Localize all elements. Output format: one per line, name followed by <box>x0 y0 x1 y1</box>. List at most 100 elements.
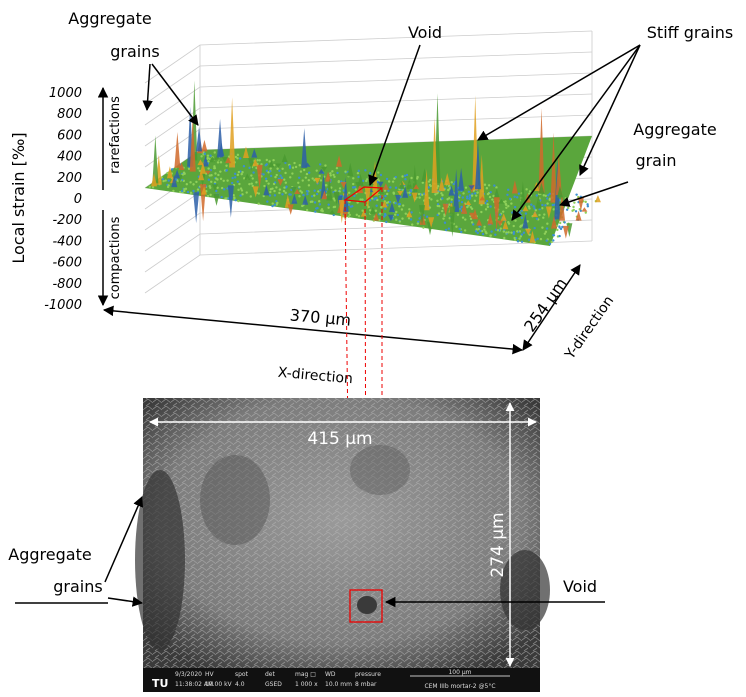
surface-dot <box>387 180 391 183</box>
surface-dot <box>512 232 515 236</box>
surface-dot <box>417 220 420 223</box>
tick-label: -1000 <box>44 298 82 313</box>
surface-dot <box>375 204 378 207</box>
surface-dot <box>450 198 453 201</box>
surface-dot <box>528 233 531 236</box>
surface-dot <box>448 203 451 206</box>
tick-label: -800 <box>52 277 82 292</box>
spike <box>197 159 204 166</box>
spike <box>402 186 409 198</box>
surface-dot <box>331 170 334 173</box>
surface-dot <box>283 186 286 189</box>
surface-dot <box>394 202 397 205</box>
surface-dot <box>249 195 252 198</box>
spike <box>338 200 345 224</box>
surface-dot <box>268 194 272 197</box>
surface-dot <box>516 240 520 243</box>
surface-dot <box>210 180 213 183</box>
spike <box>211 184 218 191</box>
surface-dot <box>464 218 467 221</box>
surface-dot <box>404 177 407 181</box>
spike <box>290 186 297 194</box>
surface-dot <box>572 205 575 209</box>
surface-dot <box>490 230 493 233</box>
surface-dot <box>484 208 488 211</box>
sem-info-text: 10.00 kV <box>205 681 233 688</box>
surface-dot <box>571 209 574 212</box>
surface-dot <box>275 186 278 189</box>
surface-dot <box>519 213 522 217</box>
surface-dot <box>506 188 510 191</box>
surface-dot <box>470 194 474 197</box>
surface-dot <box>242 165 246 168</box>
surface-dot <box>209 154 212 157</box>
spike <box>357 173 364 186</box>
surface-dot <box>284 191 287 194</box>
spike <box>458 167 465 191</box>
surface-dot <box>310 195 314 198</box>
surface-dot <box>256 159 259 162</box>
y-direction: Y-direction <box>562 293 618 363</box>
surface-dot <box>151 186 155 189</box>
spike <box>178 162 185 170</box>
spike <box>493 197 500 232</box>
surface-dot <box>352 177 355 180</box>
surface-dot <box>357 175 360 179</box>
spike <box>377 181 384 188</box>
surface-dot <box>564 196 568 200</box>
surface-dot <box>463 229 467 232</box>
spike <box>201 186 208 195</box>
surface-dot <box>333 199 336 202</box>
surface-dot <box>375 197 378 200</box>
surface-dot <box>498 213 502 216</box>
spike <box>314 177 321 185</box>
surface-dot <box>313 201 317 204</box>
surface-dot <box>329 172 332 175</box>
surface-dot <box>167 179 170 182</box>
surface-dot <box>408 208 411 211</box>
surface-dot <box>401 175 404 178</box>
surface-dot <box>533 207 536 210</box>
surface-dot <box>305 172 309 176</box>
surface-dot <box>231 176 234 180</box>
y-arrow <box>522 264 581 351</box>
tick-label: 200 <box>57 171 82 186</box>
surface-dot <box>262 173 265 176</box>
surface-dot <box>361 198 364 201</box>
surface-dot <box>307 184 311 187</box>
surface-dot <box>376 178 380 181</box>
surface-dot <box>450 181 453 184</box>
surface-dot <box>539 237 543 241</box>
surface-dot <box>319 179 323 182</box>
surface-dot <box>271 204 274 208</box>
surface-dot <box>317 190 320 193</box>
spike <box>166 166 173 179</box>
surface-dot <box>225 169 228 172</box>
spike <box>263 184 270 196</box>
surface-dot <box>187 167 191 171</box>
surface-dot <box>546 194 550 197</box>
surface-dot <box>314 210 317 213</box>
spike <box>196 126 203 152</box>
spike <box>468 185 475 191</box>
surface-dot <box>206 194 210 198</box>
spike <box>406 210 413 218</box>
annotation: grains <box>110 42 159 61</box>
surface-dot <box>422 226 425 229</box>
surface-dot <box>510 202 513 205</box>
surface-dot <box>548 242 552 246</box>
surface-dot <box>255 181 258 184</box>
surface-dot <box>536 237 539 240</box>
surface-dot <box>535 217 539 220</box>
surface-dot <box>542 194 546 197</box>
spike <box>244 173 251 180</box>
surface-dot <box>283 178 286 181</box>
surface-dot <box>401 217 404 220</box>
surface-dot <box>394 213 397 216</box>
surface-dot <box>172 189 175 193</box>
surface-dot <box>579 209 582 212</box>
surface-dot <box>450 200 453 204</box>
spike <box>251 148 258 158</box>
surface-dot <box>282 189 286 193</box>
spike <box>538 108 545 194</box>
